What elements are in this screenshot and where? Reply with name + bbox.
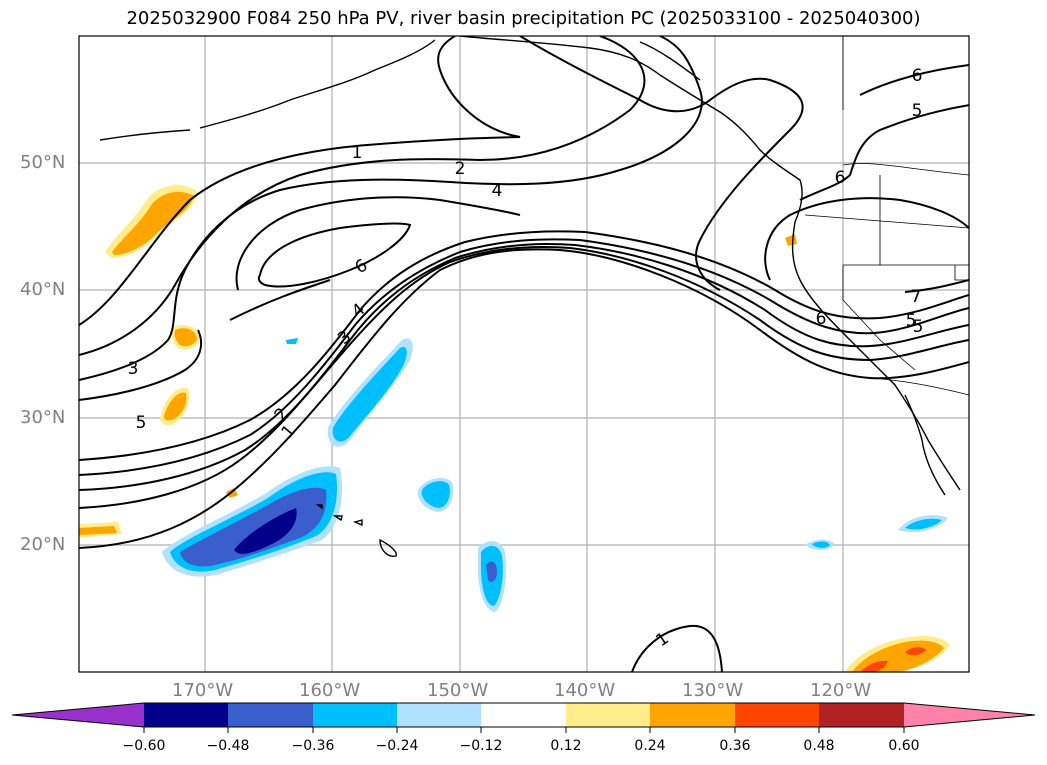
- contour-label: 5: [912, 101, 923, 121]
- contour-label: 5: [913, 317, 924, 337]
- contour-label: 7: [911, 287, 922, 307]
- colorbar-tick-label: −0.60: [122, 738, 166, 754]
- contour-label: 5: [136, 413, 147, 433]
- map-frame: [78, 35, 970, 673]
- colorbar-tick-label: −0.48: [206, 738, 250, 754]
- colorbar-tick-label: 0.36: [719, 738, 751, 754]
- contour-label: 4: [492, 181, 503, 201]
- coastlines: [99, 36, 961, 557]
- lon-label: 140°W: [554, 680, 616, 701]
- colorbar-extend-min: [12, 703, 144, 727]
- colorbar-tick-label: 0.12: [550, 738, 582, 754]
- contour-label: 3: [128, 359, 139, 379]
- lon-label: 160°W: [299, 680, 361, 701]
- pv-contour-6-closed: [257, 222, 412, 288]
- colorbar-tick-label: −0.24: [375, 738, 419, 754]
- lat-label: 20°N: [20, 534, 66, 555]
- colorbar-tick-label: −0.36: [291, 738, 335, 754]
- contour-label: 1: [352, 143, 363, 163]
- lon-label: 120°W: [810, 680, 872, 701]
- map-title: 2025032900 F084 250 hPa PV, river basin …: [126, 8, 921, 29]
- contour-label: 6: [835, 168, 846, 188]
- pv-contours: [79, 36, 969, 672]
- contour-label: 6: [816, 309, 827, 329]
- shade-coast: [785, 234, 797, 246]
- lon-label: 170°W: [172, 680, 234, 701]
- colorbar-tick-label: 0.24: [634, 738, 666, 754]
- precip-positive-shading: [79, 185, 950, 672]
- shade-tiny: [286, 338, 298, 344]
- colorbar-extend-max: [904, 703, 1035, 727]
- lon-label: 130°W: [682, 680, 744, 701]
- colorbar-tick-label: 0.48: [803, 738, 835, 754]
- lat-label: 40°N: [20, 279, 66, 300]
- lat-label: 30°N: [20, 407, 66, 428]
- colorbar-tick-label: 0.60: [888, 738, 920, 754]
- colorbar: [11, 702, 1036, 733]
- contour-label: 2: [455, 159, 466, 179]
- lat-label: 50°N: [20, 152, 66, 173]
- precip-negative-shading: [162, 338, 948, 612]
- colorbar-tick-label: −0.12: [459, 738, 503, 754]
- map-panel: [79, 36, 969, 672]
- contour-label: 6: [912, 66, 923, 86]
- lon-label: 150°W: [427, 680, 489, 701]
- contour-label: 5: [906, 311, 917, 331]
